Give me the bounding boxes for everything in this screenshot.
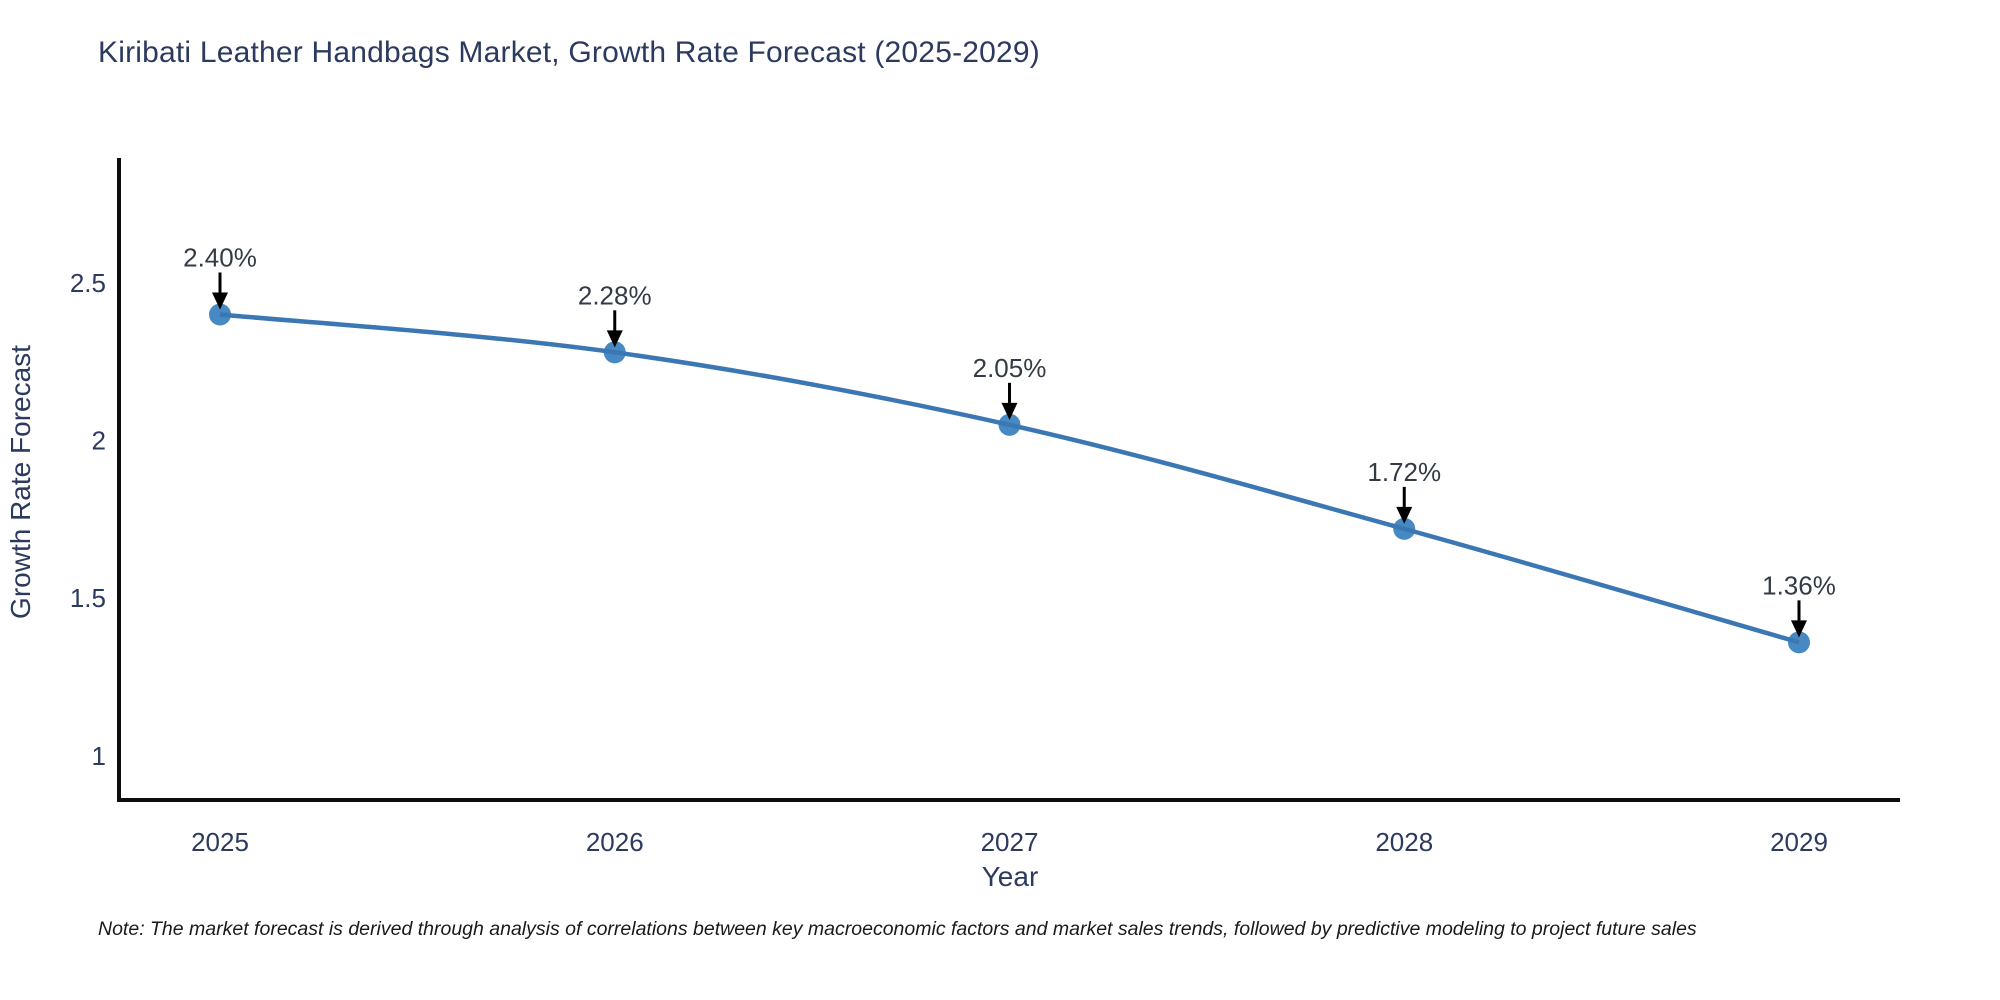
y-tick-label: 2.5 bbox=[70, 268, 106, 298]
x-tick-label: 2025 bbox=[191, 827, 249, 857]
y-tick-label: 1 bbox=[92, 741, 106, 771]
x-axis-title: Year bbox=[982, 861, 1039, 892]
annotation-arrow-head bbox=[1001, 402, 1018, 420]
chart-note: Note: The market forecast is derived thr… bbox=[98, 918, 1697, 940]
annotation-arrow-head bbox=[1791, 620, 1807, 638]
data-point-label: 1.36% bbox=[1762, 570, 1836, 600]
data-point-label: 2.28% bbox=[578, 280, 652, 310]
x-tick-label: 2026 bbox=[586, 827, 644, 857]
annotation-arrow-head bbox=[212, 292, 228, 310]
x-tick-label: 2028 bbox=[1375, 827, 1433, 857]
y-tick-label: 1.5 bbox=[70, 583, 106, 613]
y-axis-title: Growth Rate Forecast bbox=[5, 345, 36, 619]
annotation-arrow-head bbox=[1396, 506, 1413, 524]
data-point-label: 1.72% bbox=[1367, 457, 1441, 487]
x-tick-label: 2027 bbox=[981, 827, 1039, 857]
trend-line bbox=[219, 312, 1800, 645]
y-tick-label: 2 bbox=[92, 426, 106, 456]
data-point-label: 2.40% bbox=[183, 242, 257, 272]
x-tick-label: 2029 bbox=[1770, 827, 1828, 857]
annotation-arrow-head bbox=[606, 330, 623, 348]
chart-title: Kiribati Leather Handbags Market, Growth… bbox=[98, 36, 1040, 69]
data-point-label: 2.05% bbox=[973, 353, 1047, 383]
